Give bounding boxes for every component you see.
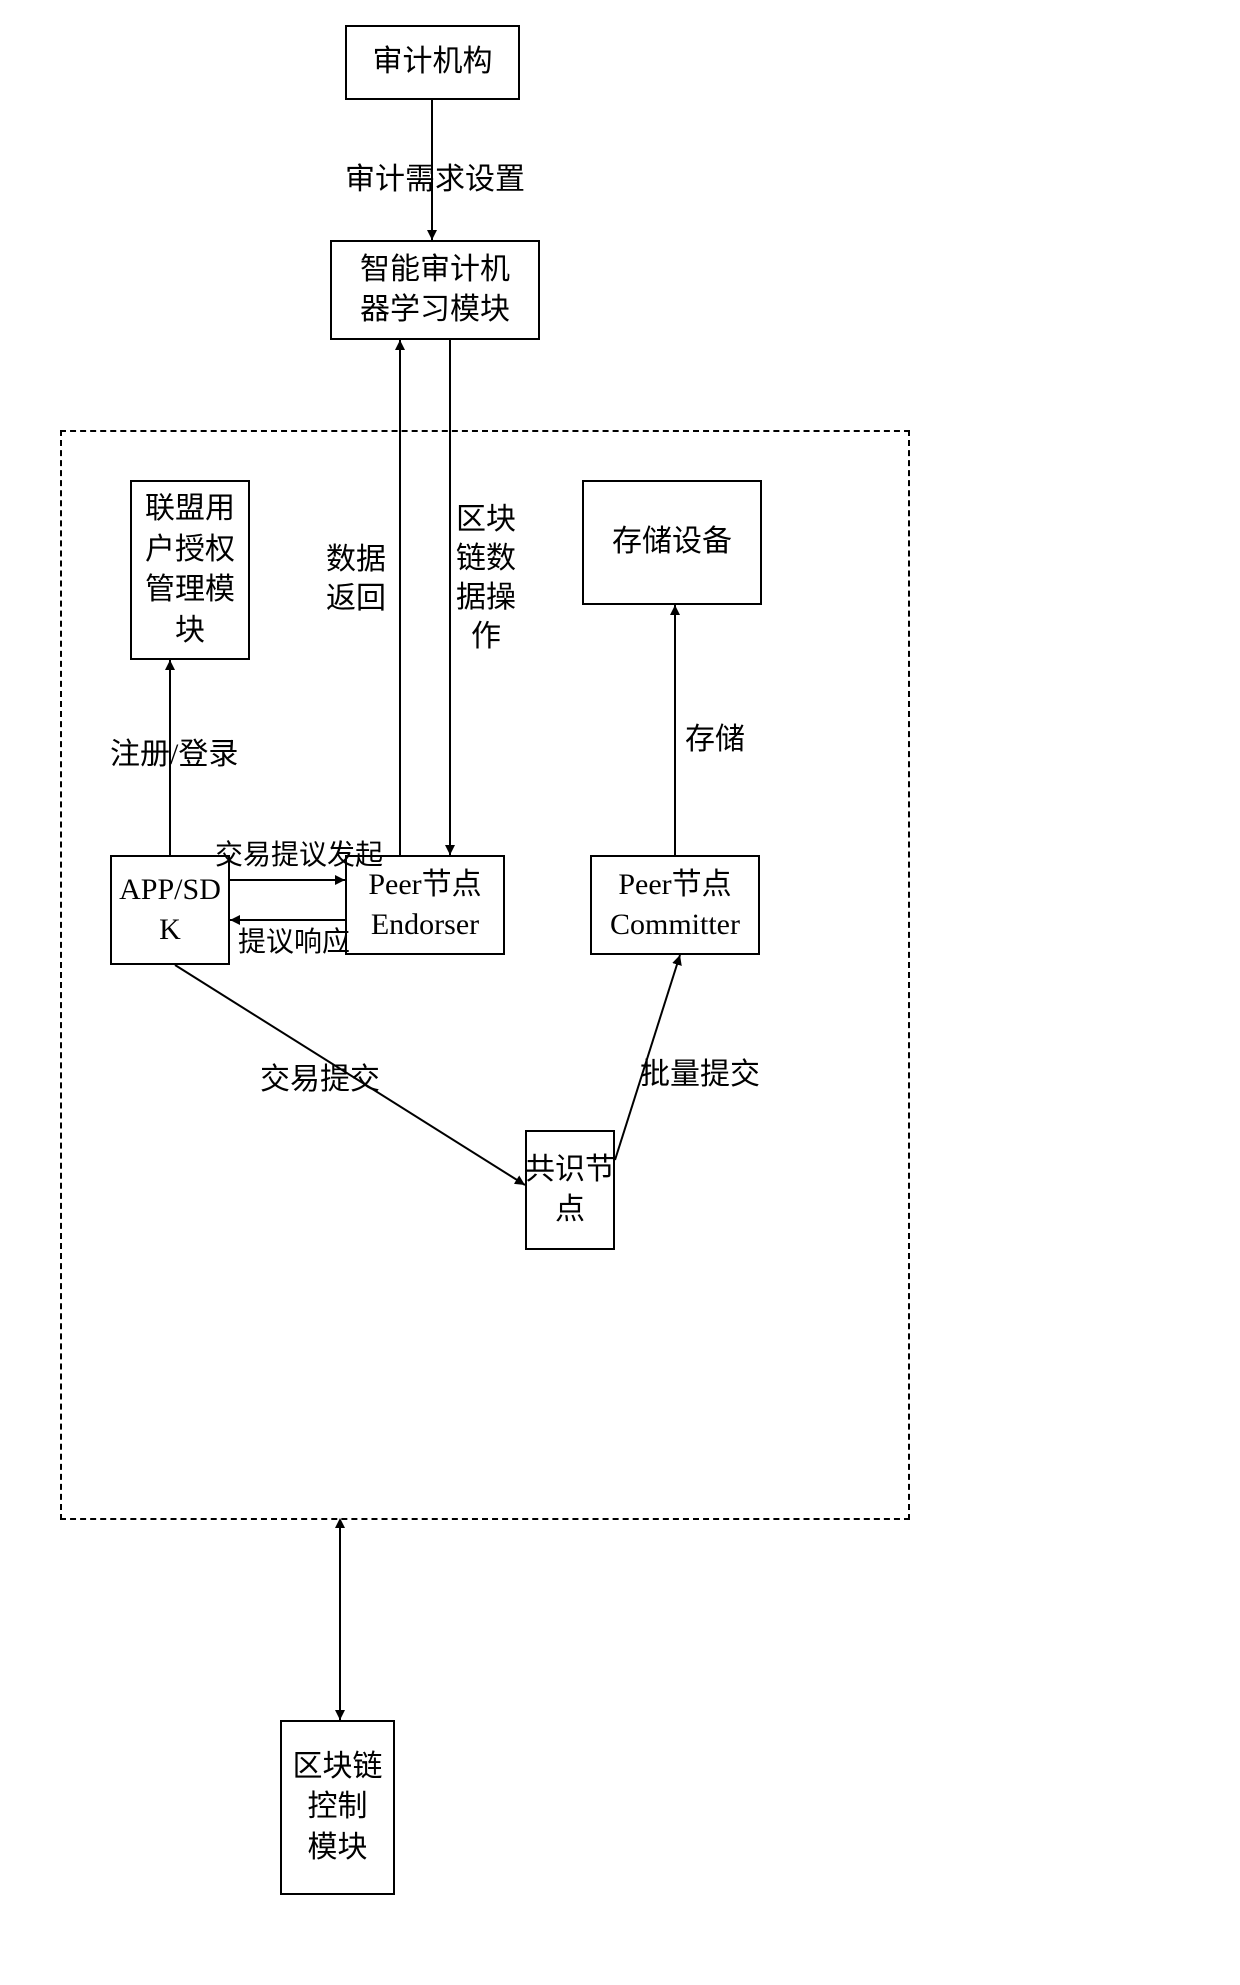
label-register-login: 注册/登录 [110, 735, 238, 774]
node-auth-module: 联盟用 户授权 管理模 块 [130, 480, 250, 660]
node-consensus: 共识节 点 [525, 1130, 615, 1250]
label-data-return: 数据 返回 [326, 540, 386, 618]
label-audit-req: 审计需求设置 [345, 160, 525, 199]
label-bc-data-op: 区块 链数 据操 作 [456, 500, 516, 656]
label-tx-proposal: 交易提议发起 [215, 838, 383, 874]
node-ml-module: 智能审计机 器学习模块 [330, 240, 540, 340]
label-proposal-resp: 提议响应 [238, 925, 350, 961]
node-bc-control: 区块链 控制 模块 [280, 1720, 395, 1895]
label-batch-submit: 批量提交 [640, 1055, 760, 1094]
label-tx-submit: 交易提交 [260, 1060, 380, 1099]
diagram-canvas: 审计机构 智能审计机 器学习模块 联盟用 户授权 管理模 块 存储设备 APP/… [0, 0, 1240, 1985]
node-peer-committer: Peer节点 Committer [590, 855, 760, 955]
node-app-sdk: APP/SD K [110, 855, 230, 965]
node-storage: 存储设备 [582, 480, 762, 605]
node-audit-org: 审计机构 [345, 25, 520, 100]
label-store: 存储 [685, 720, 745, 759]
